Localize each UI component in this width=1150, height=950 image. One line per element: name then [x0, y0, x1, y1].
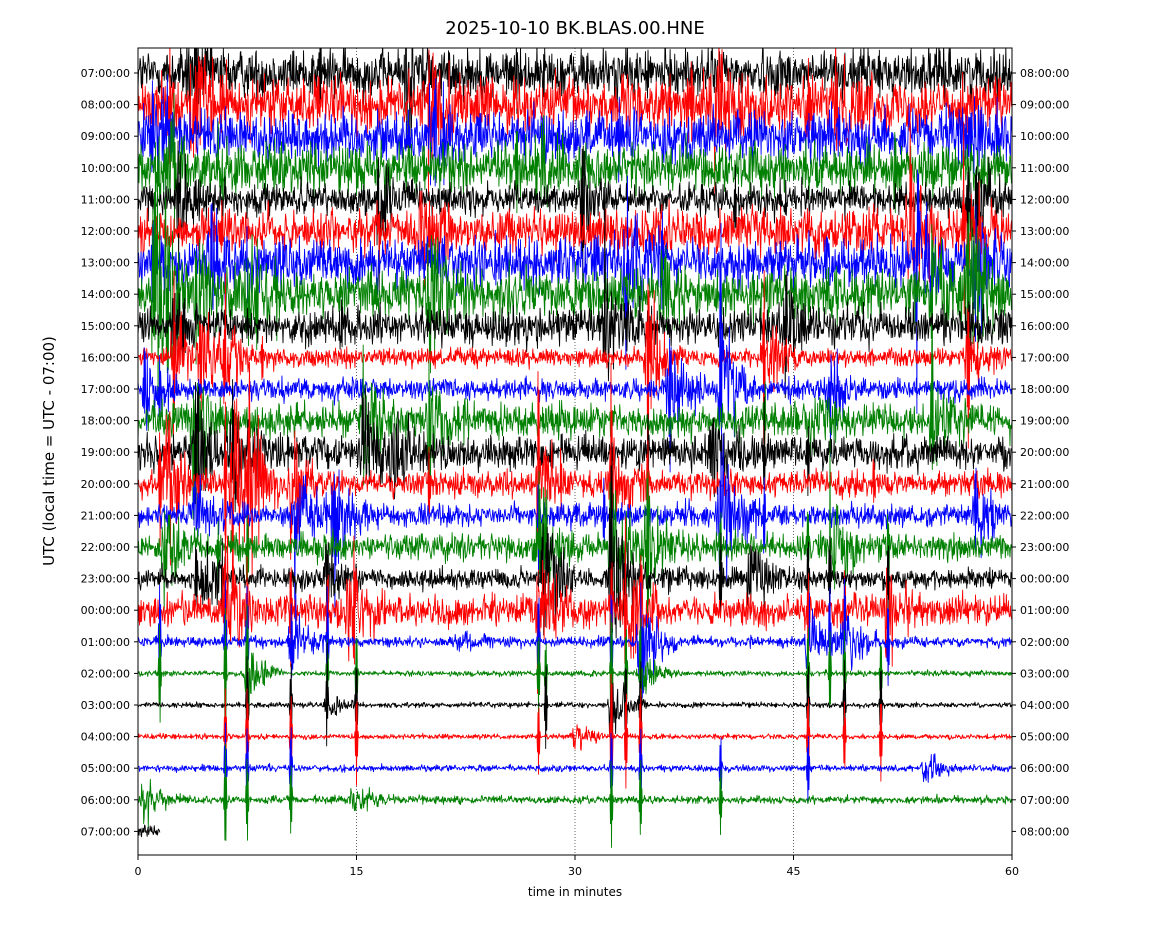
right-tick-label: 11:00:00: [1020, 162, 1069, 175]
trace-23: [138, 743, 1012, 848]
x-axis: 0 15 30 45 60: [135, 855, 1019, 878]
trace-24: [138, 824, 161, 838]
trace-13: [138, 362, 1012, 603]
trace-20: [138, 642, 1012, 761]
left-tick-label: 02:00:00: [81, 667, 130, 680]
trace-15: [138, 439, 1012, 633]
right-tick-label: 13:00:00: [1020, 225, 1069, 238]
seismic-traces: [138, 48, 1012, 848]
x-tick-label: 0: [135, 865, 142, 878]
right-tick-label: 07:00:00: [1020, 794, 1069, 807]
right-tick-label: 02:00:00: [1020, 636, 1069, 649]
trace-22: [138, 722, 1012, 816]
left-time-axis: 07:00:00 08:00:00 09:00:00 10:00:00 11:00:00…: [81, 67, 138, 838]
x-tick-label: 45: [787, 865, 801, 878]
right-tick-label: 08:00:00: [1020, 67, 1069, 80]
trace-1: [138, 48, 1012, 199]
left-tick-label: 17:00:00: [81, 383, 130, 396]
trace-17: [138, 483, 1012, 720]
right-tick-label: 09:00:00: [1020, 99, 1069, 112]
left-tick-label: 07:00:00: [81, 67, 130, 80]
left-tick-label: 09:00:00: [81, 130, 130, 143]
y-axis-label: UTC (local time = UTC - 07:00): [40, 336, 58, 566]
right-tick-label: 04:00:00: [1020, 699, 1069, 712]
right-time-axis: 08:00:00 09:00:00 10:00:00 11:00:00 12:00:00…: [1012, 67, 1069, 838]
left-tick-label: 12:00:00: [81, 225, 130, 238]
left-tick-label: 01:00:00: [81, 636, 130, 649]
right-tick-label: 20:00:00: [1020, 446, 1069, 459]
left-tick-label: 16:00:00: [81, 351, 130, 364]
right-tick-label: 17:00:00: [1020, 351, 1069, 364]
trace-2: [138, 74, 1012, 191]
trace-21: [138, 673, 1012, 810]
right-tick-label: 00:00:00: [1020, 573, 1069, 586]
left-tick-label: 08:00:00: [81, 99, 130, 112]
trace-3: [138, 92, 1012, 233]
left-tick-label: 05:00:00: [81, 762, 130, 775]
trace-0: [138, 48, 1012, 149]
right-tick-label: 15:00:00: [1020, 288, 1069, 301]
left-tick-label: 22:00:00: [81, 541, 130, 554]
trace-5: [138, 121, 1012, 315]
trace-18: [138, 578, 1012, 739]
trace-12: [138, 379, 1012, 529]
trace-8: [138, 182, 1012, 399]
x-tick-label: 30: [568, 865, 582, 878]
left-tick-label: 04:00:00: [81, 731, 130, 744]
left-tick-label: 10:00:00: [81, 162, 130, 175]
left-tick-label: 19:00:00: [81, 446, 130, 459]
left-tick-label: 20:00:00: [81, 478, 130, 491]
right-tick-label: 14:00:00: [1020, 257, 1069, 270]
right-tick-label: 22:00:00: [1020, 509, 1069, 522]
trace-4: [138, 140, 1012, 297]
left-tick-label: 18:00:00: [81, 415, 130, 428]
right-tick-label: 06:00:00: [1020, 762, 1069, 775]
left-tick-label: 11:00:00: [81, 193, 130, 206]
left-tick-label: 14:00:00: [81, 288, 130, 301]
x-tick-label: 60: [1005, 865, 1019, 878]
left-tick-label: 03:00:00: [81, 699, 130, 712]
left-tick-label: 06:00:00: [81, 794, 130, 807]
right-tick-label: 18:00:00: [1020, 383, 1069, 396]
right-tick-label: 10:00:00: [1020, 130, 1069, 143]
trace-11: [138, 339, 1012, 520]
right-tick-label: 19:00:00: [1020, 415, 1069, 428]
right-tick-label: 12:00:00: [1020, 193, 1069, 206]
x-tick-label: 15: [350, 865, 364, 878]
left-tick-label: 21:00:00: [81, 509, 130, 522]
trace-10: [138, 222, 1012, 473]
right-tick-label: 01:00:00: [1020, 604, 1069, 617]
right-tick-label: 23:00:00: [1020, 541, 1069, 554]
right-tick-label: 08:00:00: [1020, 825, 1069, 838]
right-tick-label: 05:00:00: [1020, 731, 1069, 744]
trace-7: [138, 141, 1012, 420]
x-axis-label: time in minutes: [528, 885, 622, 899]
chart-title: 2025-10-10 BK.BLAS.00.HNE: [445, 18, 704, 39]
trace-9: [138, 270, 1012, 464]
left-tick-label: 23:00:00: [81, 573, 130, 586]
left-tick-label: 15:00:00: [81, 320, 130, 333]
left-tick-label: 13:00:00: [81, 257, 130, 270]
trace-14: [138, 433, 1012, 620]
left-tick-label: 00:00:00: [81, 604, 130, 617]
trace-19: [138, 604, 1012, 752]
trace-16: [138, 442, 1012, 738]
right-tick-label: 16:00:00: [1020, 320, 1069, 333]
right-tick-label: 21:00:00: [1020, 478, 1069, 491]
left-tick-label: 07:00:00: [81, 825, 130, 838]
right-tick-label: 03:00:00: [1020, 667, 1069, 680]
